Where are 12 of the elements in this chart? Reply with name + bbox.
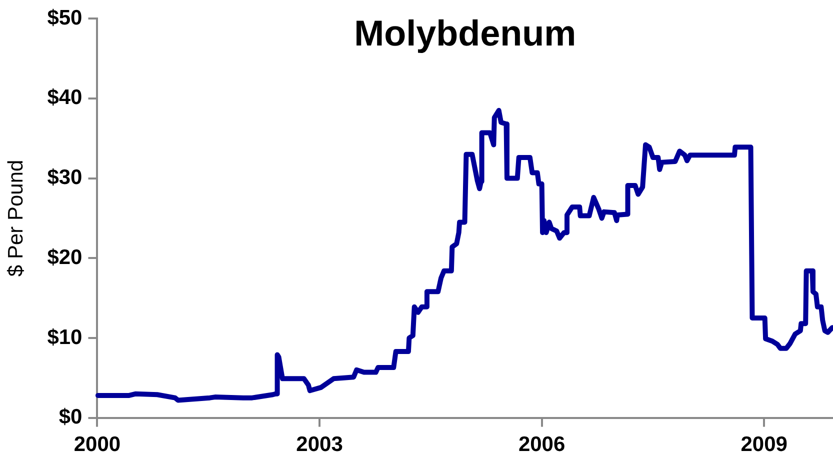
y-tick-label: $50	[47, 6, 82, 30]
y-tick-label: $0	[58, 406, 82, 429]
y-tick-label: $20	[47, 246, 82, 269]
x-tick-label: 2000	[74, 433, 121, 456]
x-tick-label: 2006	[518, 433, 566, 456]
chart-title: Molybdenum	[354, 12, 576, 54]
x-tick-label: 2003	[296, 433, 343, 456]
y-tick-label: $10	[47, 326, 82, 349]
y-axis-title: $ Per Pound	[4, 160, 28, 277]
x-tick-label: 2009	[740, 433, 788, 456]
y-tick-label: $30	[47, 166, 82, 190]
y-tick-label: $40	[47, 86, 82, 110]
